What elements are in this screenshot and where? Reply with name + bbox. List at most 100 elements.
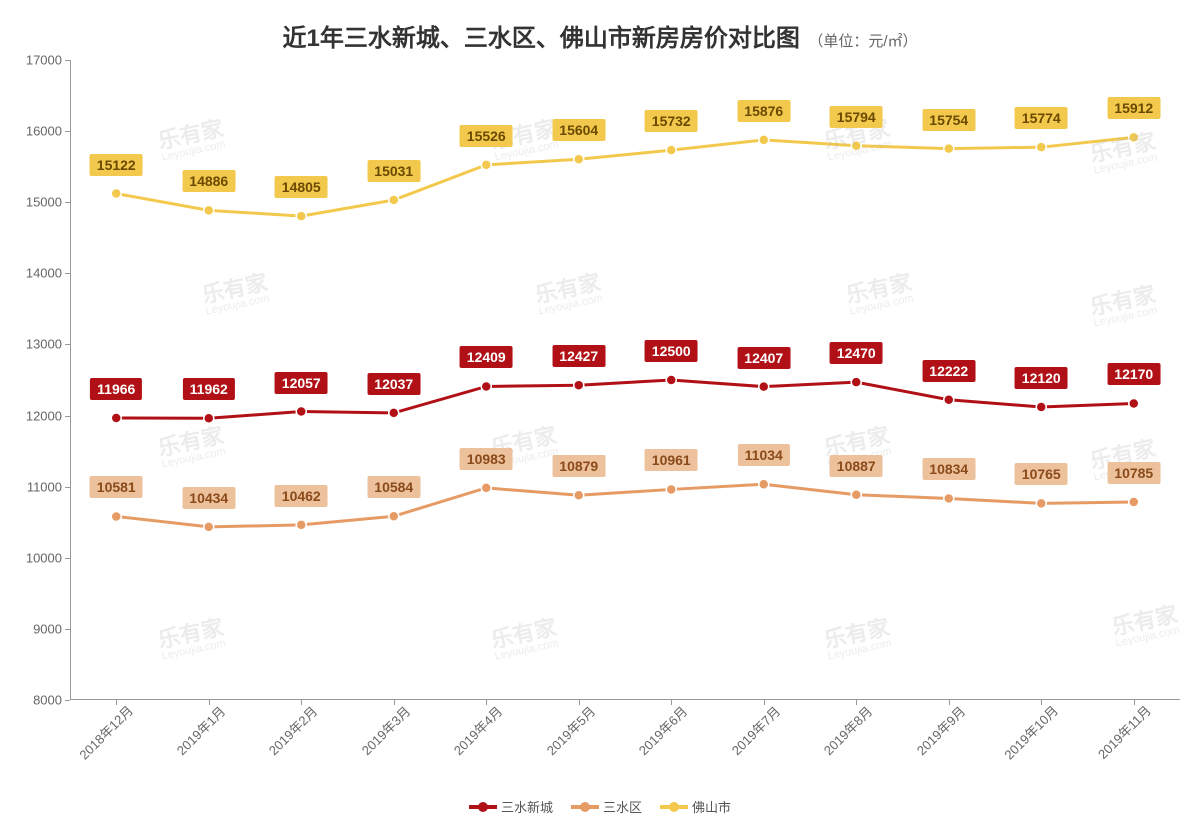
series-marker (666, 484, 676, 494)
series-marker (759, 382, 769, 392)
legend: 三水新城 三水区佛山市 (0, 797, 1200, 816)
series-marker (1036, 402, 1046, 412)
series-marker (481, 160, 491, 170)
y-tick (65, 558, 70, 559)
y-axis-label: 11000 (27, 479, 62, 494)
x-axis-label: 2019年2月 (264, 701, 321, 758)
legend-label: 三水区 (603, 797, 642, 816)
series-marker (1036, 142, 1046, 152)
data-label: 10581 (90, 476, 143, 498)
series-marker (389, 195, 399, 205)
data-label: 15122 (90, 154, 143, 176)
x-tick (1041, 700, 1042, 705)
x-tick (856, 700, 857, 705)
y-tick (65, 131, 70, 132)
data-label: 15732 (645, 110, 698, 132)
data-label: 12470 (830, 342, 883, 364)
y-tick (65, 629, 70, 630)
data-label: 15794 (830, 106, 883, 128)
x-tick (394, 700, 395, 705)
data-label: 15031 (367, 160, 420, 182)
series-marker (204, 413, 214, 423)
data-label: 15876 (737, 100, 790, 122)
y-axis-label: 16000 (26, 124, 62, 139)
y-tick (65, 344, 70, 345)
series-marker (389, 511, 399, 521)
data-label: 11962 (183, 378, 235, 400)
series-marker (111, 511, 121, 521)
y-axis-label: 14000 (26, 266, 62, 281)
data-label: 14886 (182, 170, 235, 192)
series-marker (389, 408, 399, 418)
data-label: 12427 (552, 345, 605, 367)
series-marker (1129, 132, 1139, 142)
x-axis-label: 2018年12月 (75, 701, 138, 764)
x-axis-label: 2019年1月 (171, 701, 228, 758)
x-tick (764, 700, 765, 705)
series-marker (296, 520, 306, 530)
series-marker (574, 154, 584, 164)
legend-label: 三水新城 (501, 797, 553, 816)
data-label: 12037 (367, 373, 420, 395)
legend-item: 三水新城 (469, 797, 553, 816)
series-marker (666, 375, 676, 385)
y-axis-label: 9000 (33, 621, 62, 636)
x-tick (486, 700, 487, 705)
y-tick (65, 487, 70, 488)
x-tick (209, 700, 210, 705)
data-label: 10879 (552, 455, 605, 477)
legend-item: 三水区 (571, 797, 642, 816)
x-axis-label: 2019年7月 (726, 701, 783, 758)
series-marker (481, 381, 491, 391)
x-axis-label: 2019年10月 (1000, 701, 1063, 764)
series-marker (296, 407, 306, 417)
chart-container: 近1年三水新城、三水区、佛山市新房房价对比图 （单位：元/㎡） 80009000… (0, 0, 1200, 824)
chart-subtitle: （单位：元/㎡） (808, 33, 917, 50)
data-label: 10434 (182, 487, 235, 509)
data-label: 12170 (1107, 363, 1160, 385)
data-label: 10584 (367, 476, 420, 498)
y-tick (65, 60, 70, 61)
x-axis-label: 2019年4月 (449, 701, 506, 758)
data-label: 10961 (645, 449, 698, 471)
x-axis-label: 2019年9月 (911, 701, 968, 758)
series-marker (111, 413, 121, 423)
series-marker (481, 483, 491, 493)
series-marker (1129, 398, 1139, 408)
y-axis-label: 10000 (26, 550, 62, 565)
data-label: 10765 (1015, 463, 1068, 485)
x-axis-label: 2019年11月 (1093, 701, 1155, 763)
data-label: 12120 (1015, 367, 1068, 389)
x-tick (301, 700, 302, 705)
data-label: 15774 (1015, 107, 1068, 129)
x-axis-label: 2019年8月 (819, 701, 876, 758)
series-marker (204, 522, 214, 532)
series-marker (851, 377, 861, 387)
y-axis-label: 13000 (26, 337, 62, 352)
x-axis-label: 2019年3月 (356, 701, 413, 758)
data-label: 11034 (738, 444, 790, 466)
series-marker (1129, 497, 1139, 507)
legend-item: 佛山市 (660, 797, 731, 816)
data-label: 10887 (830, 455, 883, 477)
legend-swatch (660, 805, 688, 809)
series-marker (574, 490, 584, 500)
chart-title: 近1年三水新城、三水区、佛山市新房房价对比图 (283, 25, 800, 52)
y-tick (65, 700, 70, 701)
y-tick (65, 202, 70, 203)
series-marker (296, 211, 306, 221)
series-marker (666, 145, 676, 155)
x-tick (1134, 700, 1135, 705)
series-marker (851, 141, 861, 151)
series-marker (111, 189, 121, 199)
data-label: 12057 (275, 372, 328, 394)
series-marker (1036, 498, 1046, 508)
y-axis-label: 12000 (26, 408, 62, 423)
x-axis-label: 2019年5月 (541, 701, 598, 758)
x-tick (116, 700, 117, 705)
legend-swatch (571, 805, 599, 809)
chart-lines-svg (70, 60, 1180, 700)
legend-swatch (469, 805, 497, 809)
data-label: 12409 (460, 346, 513, 368)
data-label: 12407 (737, 347, 790, 369)
